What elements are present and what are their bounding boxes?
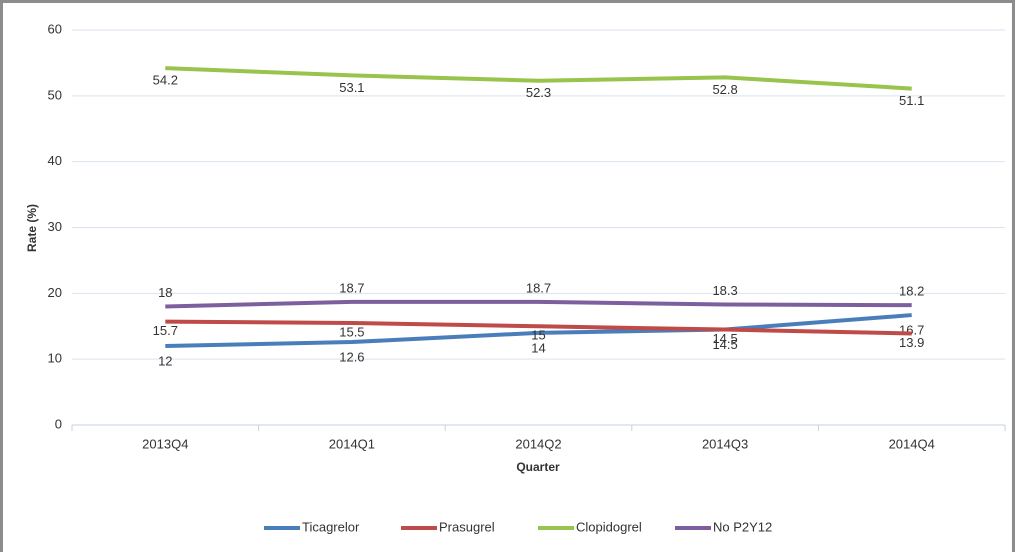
legend-label: Clopidogrel <box>576 519 642 534</box>
data-label: 18.3 <box>712 283 737 298</box>
y-tick-label: 10 <box>48 351 62 366</box>
y-tick-label: 60 <box>48 21 62 36</box>
y-tick-label: 0 <box>55 416 62 431</box>
series-line <box>165 66 912 91</box>
legend-label: No P2Y12 <box>713 519 772 534</box>
x-tick-label: 2014Q2 <box>515 436 561 451</box>
x-tick-label: 2014Q1 <box>329 436 375 451</box>
data-label: 15 <box>531 328 545 343</box>
data-label: 15.5 <box>339 324 364 339</box>
data-label: 51.1 <box>899 93 924 108</box>
data-label: 52.3 <box>526 85 551 100</box>
series-line <box>165 299 912 309</box>
data-label: 53.1 <box>339 80 364 95</box>
data-label: 13.9 <box>899 335 924 350</box>
data-label: 54.2 <box>153 73 178 88</box>
data-label: 14.5 <box>712 331 737 346</box>
data-label: 18.2 <box>899 284 924 299</box>
data-label: 18 <box>158 285 172 300</box>
y-tick-label: 30 <box>48 219 62 234</box>
legend-label: Prasugrel <box>439 519 495 534</box>
y-tick-label: 50 <box>48 87 62 102</box>
x-tick-label: 2013Q4 <box>142 436 188 451</box>
y-axis-title: Rate (%) <box>25 204 39 252</box>
series-line <box>165 313 912 348</box>
data-label: 12.6 <box>339 349 364 364</box>
y-tick-label: 40 <box>48 153 62 168</box>
data-label: 15.7 <box>153 323 178 338</box>
data-label: 18.7 <box>526 280 551 295</box>
legend-label: Ticagrelor <box>302 519 360 534</box>
data-label: 14.5 <box>712 337 737 352</box>
data-label: 12 <box>158 353 172 368</box>
data-label: 14 <box>531 340 545 355</box>
x-tick-label: 2014Q3 <box>702 436 748 451</box>
series-line <box>165 319 912 336</box>
x-tick-label: 2014Q4 <box>889 436 935 451</box>
x-axis-title: Quarter <box>516 460 560 474</box>
data-label: 52.8 <box>712 82 737 97</box>
data-label: 18.7 <box>339 280 364 295</box>
y-tick-label: 20 <box>48 285 62 300</box>
